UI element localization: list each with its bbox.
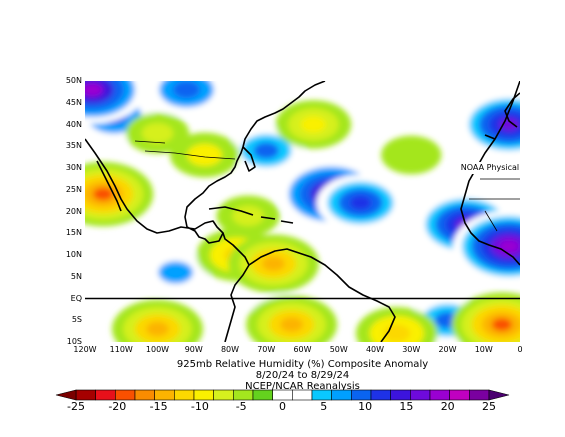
lat-tick-label: 50N [65, 76, 82, 85]
colorbar-max-arrow [488, 389, 510, 401]
colorbar-cell [75, 389, 96, 401]
lon-tick-label: 120W [73, 345, 97, 354]
lon-tick-label: 30W [402, 345, 421, 354]
lat-tick-label: 5N [70, 271, 82, 281]
colorbar-tick-label: 20 [440, 400, 455, 413]
anomaly-shading [85, 81, 520, 342]
lon-tick-label: 100W [145, 345, 170, 354]
colorbar-cell [95, 389, 116, 401]
date-range: 8/20/24 to 8/29/24 [255, 370, 350, 381]
anomaly-contour [262, 256, 285, 272]
anomaly-contour [172, 81, 201, 99]
lat-tick-label: 20N [65, 206, 82, 216]
anomaly-contour [85, 82, 103, 97]
anomaly-contour [158, 261, 193, 284]
anomaly-contour [187, 143, 222, 167]
colorbar-tick-label: 5 [320, 400, 328, 413]
colorbar-tick-label: -5 [235, 400, 247, 413]
colorbar-cell [390, 389, 411, 401]
lat-tick-label: 5S [71, 315, 82, 325]
colorbar-tick-label: 25 [482, 400, 496, 413]
colorbar-tick-label: 15 [399, 400, 414, 413]
colorbar-cell [469, 389, 490, 401]
colorbar-cell [115, 389, 136, 401]
lat-tick-label: 25N [65, 184, 82, 194]
anomaly-contour [300, 116, 326, 133]
colorbar-cell [134, 389, 155, 401]
lat-tick-label: 30N [65, 163, 82, 172]
colorbar-tick-label: 0 [279, 400, 286, 413]
source-label: NCEP/NCAR Reanalysis [245, 381, 360, 392]
lat-tick-label: 15N [65, 228, 82, 238]
coastlines [85, 81, 520, 342]
credit-label: NOAA Physical Sciences Laboratory [445, 162, 520, 174]
colorbar-tick-label: -15 [149, 400, 168, 413]
colorbar-min-arrow [55, 389, 77, 401]
colorbar-cell [331, 389, 352, 401]
anomaly-contour [491, 318, 512, 332]
anomaly-contour [93, 187, 114, 201]
lat-tick-label: 10S [66, 337, 82, 346]
anomaly-contour [349, 195, 372, 210]
colorbar-cell [213, 389, 234, 401]
anomaly-contour [141, 123, 174, 144]
anomaly-contour [499, 240, 519, 253]
colorbar-cell [449, 389, 470, 401]
colorbar-cell [193, 389, 214, 401]
lon-tick-label: 90W [184, 345, 203, 354]
lon-tick-label: 10W [474, 345, 493, 354]
anomaly-contour [146, 321, 169, 337]
lat-tick-label: 35N [65, 141, 82, 151]
anomaly-contour [381, 135, 442, 175]
lon-tick-label: 0 [517, 345, 523, 354]
colorbar-cell [252, 389, 273, 401]
lat-tick-label: 10N [65, 250, 82, 259]
anomaly-contour [253, 142, 279, 159]
colorbar-cell [410, 389, 431, 401]
colorbar-tick-label: -10 [190, 400, 209, 413]
lon-tick-label: 80W [220, 345, 240, 354]
lat-tick-label: EQ [70, 293, 82, 303]
lon-tick-label: 70W [257, 345, 276, 354]
map-panel: NOAA Physical Sciences Laboratory [85, 81, 520, 342]
colorbar-cell [174, 389, 195, 401]
lon-tick-label: 110W [109, 345, 133, 354]
lat-tick-label: 45N [65, 97, 82, 107]
colorbar-tick-label: -20 [108, 400, 127, 413]
colorbar-cell [351, 389, 372, 401]
map-title: 925mb Relative Humidity (%) Composite An… [176, 359, 429, 370]
lon-tick-label: 40W [365, 345, 385, 354]
colorbar-cell [292, 389, 313, 401]
country-borders [134, 140, 520, 232]
colorbar-cell [233, 389, 254, 401]
lat-tick-label: 40N [65, 119, 82, 129]
lon-tick-label: 50W [329, 345, 348, 354]
colorbar-tick-label: 10 [358, 400, 373, 413]
colorbar-cell [272, 389, 293, 401]
humidity-anomaly-map [85, 81, 520, 342]
lon-tick-label: 60W [293, 345, 312, 354]
anomaly-contour [280, 317, 303, 332]
colorbar-cell [370, 389, 391, 401]
lon-tick-label: 20W [438, 345, 457, 354]
colorbar-tick-label: -25 [67, 400, 85, 413]
colorbar-cell [154, 389, 175, 401]
colorbar-cell [311, 389, 332, 401]
colorbar-cell [429, 389, 450, 401]
